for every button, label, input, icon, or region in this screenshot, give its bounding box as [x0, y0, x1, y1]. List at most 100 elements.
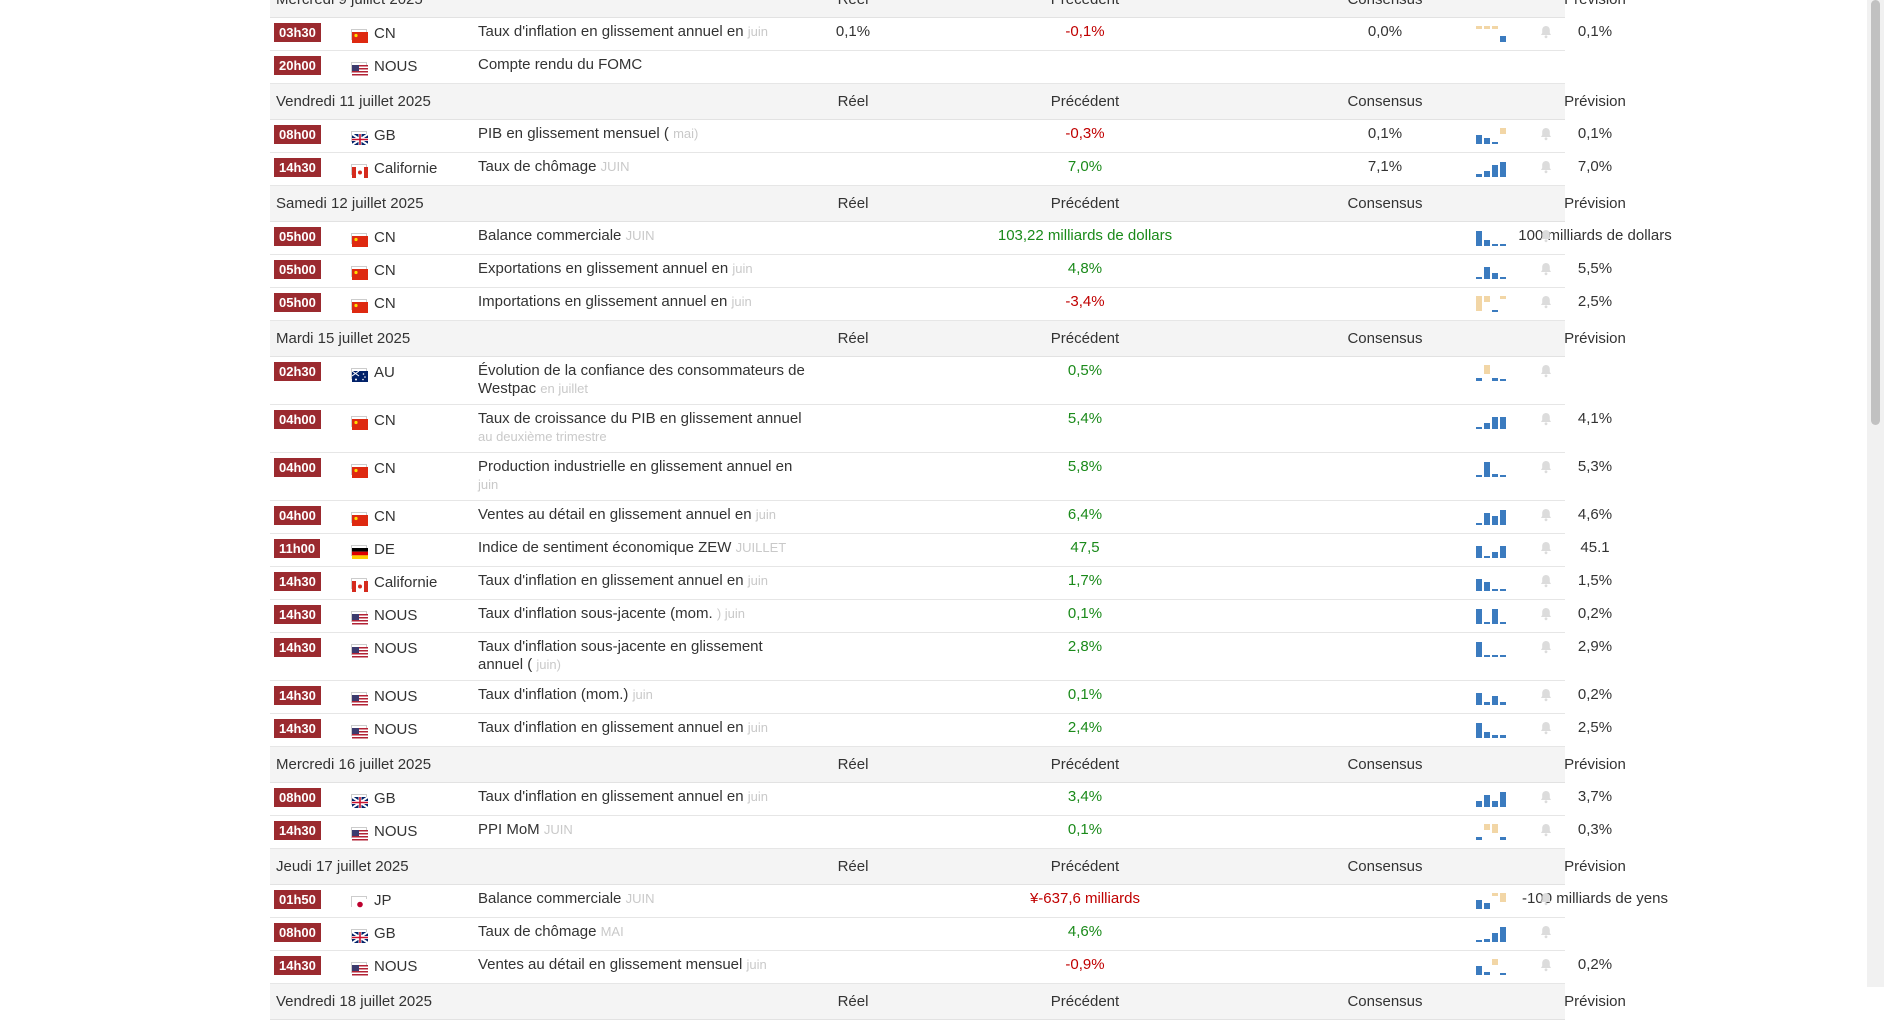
history-sparkline[interactable] [1476, 296, 1508, 312]
event-title[interactable]: Taux d'inflation en glissement annuel en… [478, 719, 808, 737]
history-sparkline[interactable] [1476, 128, 1508, 144]
event-row[interactable]: 20h00 NOUS Compte rendu du FOMC [270, 51, 1565, 84]
previous-value: 0,1% [1067, 821, 1103, 838]
event-title[interactable]: Évolution de la confiance des consommate… [478, 362, 808, 398]
event-title-text: PIB en glissement mensuel ( [478, 125, 669, 142]
event-row[interactable]: 14h30 NOUS PPI MoM JUIN 0,1% 0,3% [270, 816, 1612, 849]
event-title[interactable]: Taux d'inflation sous-jacente en glissem… [478, 638, 808, 674]
event-row[interactable]: 14h30 NOUS Taux d'inflation sous-jacente e… [270, 633, 1612, 681]
event-row[interactable]: 01h50 JP Balance commerciale JUIN ¥-637,6 m… [270, 885, 1668, 918]
event-row[interactable]: 05h00 CN Exportations en glissement annuel… [270, 255, 1612, 288]
bell-icon[interactable] [1538, 126, 1554, 142]
event-title[interactable]: Taux de chômage JUIN [478, 158, 808, 176]
history-sparkline[interactable] [1476, 824, 1508, 840]
event-row[interactable]: 14h30 Californie Taux d'inflation en gliss… [270, 567, 1612, 600]
event-row[interactable]: 04h00 CN Production industrielle en glisse… [270, 453, 1612, 501]
spark-bar [1484, 732, 1490, 738]
event-title[interactable]: Indice de sentiment économique ZEW JUILL… [478, 539, 808, 557]
bell-icon[interactable] [1538, 957, 1554, 973]
event-row[interactable]: 05h00 CN Importations en glissement annuel… [270, 288, 1612, 321]
event-row[interactable]: 11h00 DE Indice de sentiment économique ZE… [270, 534, 1610, 567]
previous-value: 2,4% [1067, 719, 1103, 736]
event-title[interactable]: Taux de chômage MAI [478, 923, 808, 941]
history-sparkline[interactable] [1476, 893, 1508, 909]
event-title[interactable]: Ventes au détail en glissement mensuel j… [478, 956, 808, 974]
event-title[interactable]: Importations en glissement annuel en jui… [478, 293, 808, 311]
history-sparkline[interactable] [1476, 926, 1508, 942]
event-title[interactable]: Taux d'inflation en glissement annuel en… [478, 23, 808, 41]
bell-icon[interactable] [1538, 261, 1554, 277]
event-title[interactable]: Ventes au détail en glissement annuel en… [478, 506, 808, 524]
event-row[interactable]: 03h30 CN Taux d'inflation en glissement an… [270, 18, 1612, 51]
event-title[interactable]: Taux d'inflation en glissement annuel en… [478, 788, 808, 806]
event-title[interactable]: Taux d'inflation (mom.) juin [478, 686, 808, 704]
previous-value: 3,4% [1067, 788, 1103, 805]
previous-value: 0,1% [1067, 605, 1103, 622]
event-title[interactable]: Taux d'inflation sous-jacente (mom. ) ju… [478, 605, 808, 623]
event-row[interactable]: 14h30 NOUS Taux d'inflation sous-jacente (… [270, 600, 1612, 633]
event-title[interactable]: Taux de croissance du PIB en glissement … [478, 410, 808, 446]
event-title[interactable]: PIB en glissement mensuel ( mai) [478, 125, 808, 143]
day-date: Vendredi 18 juillet 2025 [276, 993, 432, 1010]
history-sparkline[interactable] [1476, 26, 1508, 42]
event-title[interactable]: PPI MoM JUIN [478, 821, 808, 839]
history-sparkline[interactable] [1476, 413, 1508, 429]
history-sparkline[interactable] [1476, 722, 1508, 738]
history-sparkline[interactable] [1476, 461, 1508, 477]
event-row[interactable]: 08h00 GB PIB en glissement mensuel ( mai) -… [270, 120, 1612, 153]
history-sparkline[interactable] [1476, 365, 1508, 381]
bell-icon[interactable] [1538, 363, 1554, 379]
event-title[interactable]: Compte rendu du FOMC [478, 56, 808, 74]
history-sparkline[interactable] [1476, 959, 1508, 975]
bell-icon[interactable] [1538, 891, 1554, 907]
event-row[interactable]: 14h30 NOUS Taux d'inflation (mom.) juin 0,1… [270, 681, 1612, 714]
event-row[interactable]: 04h00 CN Taux de croissance du PIB en glis… [270, 405, 1612, 453]
event-row[interactable]: 02h30 AU Évolution de la confiance des con… [270, 357, 1565, 405]
history-sparkline[interactable] [1476, 791, 1508, 807]
bell-icon[interactable] [1538, 606, 1554, 622]
history-sparkline[interactable] [1476, 230, 1508, 246]
spark-bar [1484, 365, 1490, 374]
event-title[interactable]: Exportations en glissement annuel en jui… [478, 260, 808, 278]
event-row[interactable]: 14h30 NOUS Ventes au détail en glissement … [270, 951, 1612, 984]
bell-icon[interactable] [1538, 540, 1554, 556]
history-sparkline[interactable] [1476, 689, 1508, 705]
history-sparkline[interactable] [1476, 542, 1508, 558]
event-title[interactable]: Production industrielle en glissement an… [478, 458, 808, 494]
event-title[interactable]: Balance commerciale JUIN [478, 227, 808, 245]
history-sparkline[interactable] [1476, 641, 1508, 657]
bell-icon[interactable] [1538, 411, 1554, 427]
bell-icon[interactable] [1538, 687, 1554, 703]
event-row[interactable]: 05h00 CN Balance commerciale JUIN 103,22 mi… [270, 222, 1672, 255]
bell-icon[interactable] [1538, 639, 1554, 655]
bell-icon[interactable] [1538, 24, 1554, 40]
bell-icon[interactable] [1538, 228, 1554, 244]
history-sparkline[interactable] [1476, 575, 1508, 591]
history-sparkline[interactable] [1476, 161, 1508, 177]
event-row[interactable]: 14h30 NOUS Taux d'inflation en glissement … [270, 714, 1612, 747]
history-sparkline[interactable] [1476, 263, 1508, 279]
bell-icon[interactable] [1538, 822, 1554, 838]
history-sparkline[interactable] [1476, 608, 1508, 624]
event-title[interactable]: Taux d'inflation en glissement annuel en… [478, 572, 808, 590]
bell-icon[interactable] [1538, 159, 1554, 175]
event-row[interactable]: 08h00 GB Taux de chômage MAI 4,6% [270, 918, 1565, 951]
event-country: CN [374, 295, 396, 312]
bell-icon[interactable] [1538, 459, 1554, 475]
bell-icon[interactable] [1538, 573, 1554, 589]
event-row[interactable]: 04h00 CN Ventes au détail en glissement an… [270, 501, 1612, 534]
event-row[interactable]: 08h00 GB Taux d'inflation en glissement an… [270, 783, 1612, 816]
event-time-badge: 11h00 [274, 539, 321, 558]
bell-icon[interactable] [1538, 924, 1554, 940]
event-row[interactable]: 14h30 Californie Taux de chômage JUIN 7,0% 7… [270, 153, 1612, 186]
scrollbar-thumb[interactable] [1871, 0, 1880, 425]
bell-icon[interactable] [1538, 294, 1554, 310]
bell-icon[interactable] [1538, 720, 1554, 736]
history-sparkline[interactable] [1476, 509, 1508, 525]
bell-icon[interactable] [1538, 789, 1554, 805]
forecast-value: 0,1% [1577, 125, 1613, 142]
col-header-consensus: Consensus [1347, 858, 1423, 875]
scrollbar[interactable] [1867, 0, 1884, 987]
event-title[interactable]: Balance commerciale JUIN [478, 890, 808, 908]
bell-icon[interactable] [1538, 507, 1554, 523]
